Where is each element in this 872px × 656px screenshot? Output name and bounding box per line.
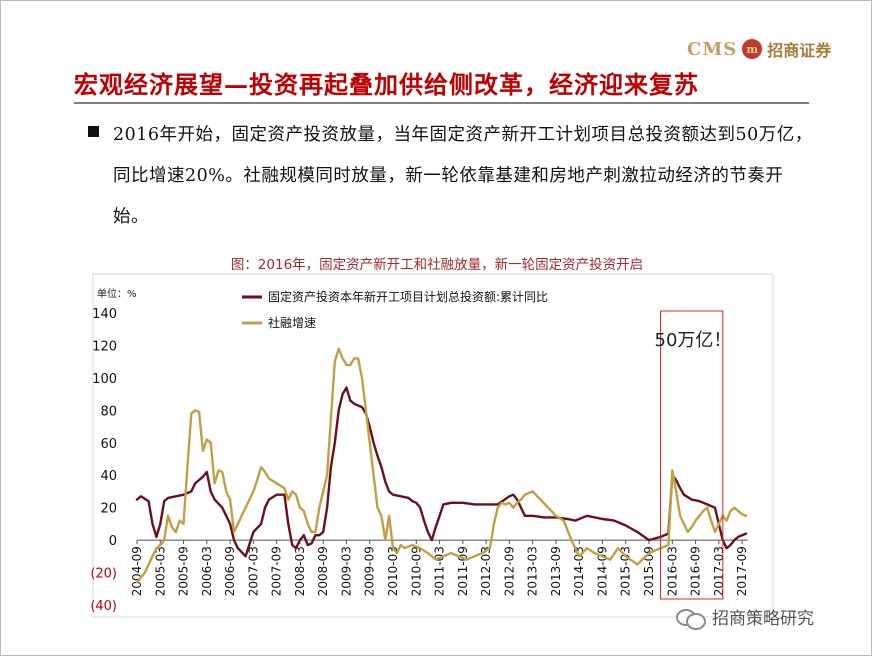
x-axis: 2004-09 2005-03 2005-09 2006-03 2006-09 2007-… bbox=[130, 539, 749, 596]
y-tick-label: 120 bbox=[92, 339, 117, 354]
y-tick-label: (40) bbox=[90, 599, 117, 614]
y-tick-label: 100 bbox=[92, 372, 117, 387]
logo-seal-icon: m bbox=[742, 39, 763, 59]
x-tick-label: 2013-09 bbox=[549, 546, 563, 596]
logo-text-cn: 招商证券 bbox=[767, 41, 832, 60]
y-tick-label: 20 bbox=[100, 502, 117, 517]
plot-frame bbox=[92, 273, 774, 618]
y-tick-label: 60 bbox=[100, 437, 117, 452]
x-tick-label: 2012-03 bbox=[479, 546, 493, 596]
annotation-text: 50万亿！ bbox=[655, 330, 732, 351]
y-tick-label: 140 bbox=[92, 307, 117, 322]
x-tick-label: 2006-09 bbox=[223, 546, 237, 596]
x-tick-label: 2007-09 bbox=[270, 546, 284, 596]
y-tick-label: 0 bbox=[109, 534, 117, 549]
x-tick-label: 2010-03 bbox=[386, 546, 400, 596]
x-tick-label: 2015-03 bbox=[619, 546, 633, 596]
x-tick-label: 2016-03 bbox=[665, 546, 679, 596]
wechat-icon bbox=[676, 607, 706, 630]
x-tick-label: 2011-03 bbox=[433, 546, 447, 596]
cms-logo: CMS m 招商证券 bbox=[687, 35, 831, 63]
x-tick-label: 2006-03 bbox=[200, 546, 214, 596]
title-divider bbox=[74, 102, 809, 104]
watermark-text: 招商策略研究 bbox=[712, 609, 814, 629]
x-tick-label: 2008-03 bbox=[293, 546, 307, 596]
x-tick-label: 2011-09 bbox=[456, 546, 470, 596]
x-tick-label: 2017-03 bbox=[712, 546, 726, 596]
slide-title: 宏观经济展望—投资再起叠加供给侧改革，经济迎来复苏 bbox=[74, 70, 699, 99]
logo-text-en: CMS bbox=[687, 38, 738, 60]
y-tick-label: 40 bbox=[100, 469, 117, 484]
legend-label-1: 固定资产投资本年新开工项目计划总投资额:累计同比 bbox=[268, 289, 548, 304]
y-tick-label: (20) bbox=[90, 567, 117, 582]
legend-label-2: 社融增速 bbox=[268, 315, 316, 330]
x-tick-label: 2012-09 bbox=[502, 546, 516, 596]
unit-label: 单位：% bbox=[97, 287, 137, 300]
x-tick-label: 2016-09 bbox=[689, 546, 703, 596]
x-tick-label: 2008-09 bbox=[316, 546, 330, 596]
x-tick-label: 2004-09 bbox=[130, 546, 144, 596]
series-line-2 bbox=[135, 347, 748, 584]
x-tick-label: 2009-03 bbox=[339, 546, 353, 596]
highlight-annotation: 50万亿！ bbox=[655, 310, 732, 600]
figure-caption: 图：2016年，固定资产新开工和社融放量，新一轮固定资产投资开启 bbox=[230, 257, 644, 273]
y-axis: 140 120 100 80 60 40 20 0 (20) (40) bbox=[90, 307, 117, 614]
series-layer bbox=[135, 347, 748, 584]
x-tick-label: 2013-03 bbox=[526, 546, 540, 596]
x-tick-label: 2007-03 bbox=[246, 546, 260, 596]
x-tick-label: 2014-03 bbox=[572, 546, 586, 596]
highlight-box bbox=[660, 310, 724, 600]
wechat-watermark: 招商策略研究 bbox=[676, 604, 814, 630]
x-tick-label: 2010-09 bbox=[409, 546, 423, 596]
x-tick-label: 2005-03 bbox=[153, 546, 167, 596]
x-tick-label: 2009-09 bbox=[363, 546, 377, 596]
y-tick-label: 80 bbox=[100, 404, 117, 419]
x-tick-label: 2017-09 bbox=[735, 546, 749, 596]
series-line-1 bbox=[135, 386, 748, 558]
x-tick-label: 2015-09 bbox=[642, 546, 656, 596]
bullet-square-icon bbox=[88, 126, 99, 137]
bullet-text: 2016年开始，固定资产投资放量，当年固定资产新开工计划项目总投资额达到50万亿… bbox=[113, 125, 813, 227]
x-tick-label: 2005-09 bbox=[177, 546, 191, 596]
